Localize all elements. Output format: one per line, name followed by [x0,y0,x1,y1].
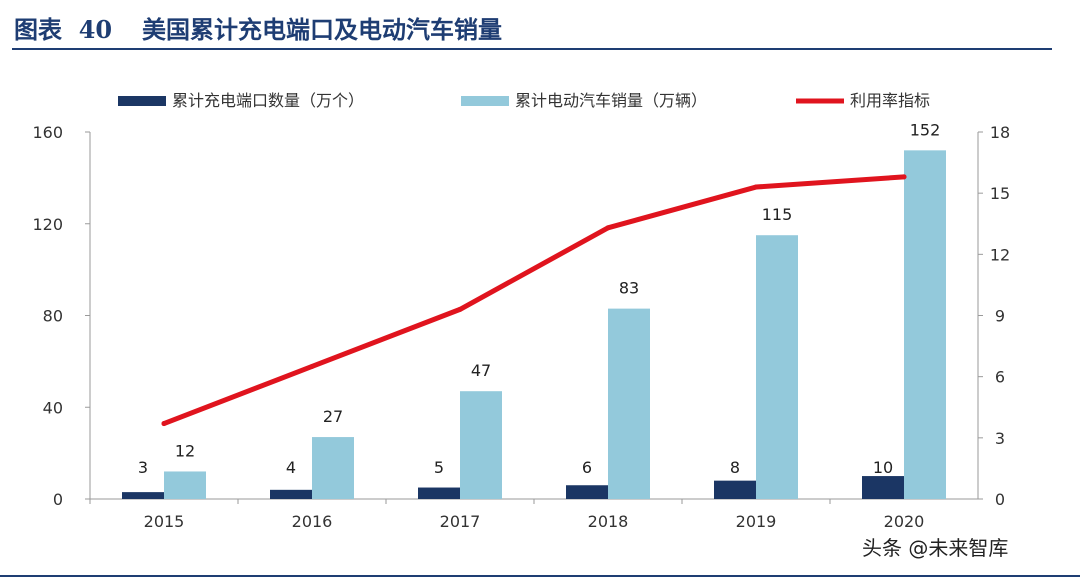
ports-bar-value-label: 6 [582,458,592,477]
figure-header: 图表 40 美国累计充电端口及电动汽车销量 [14,10,1054,50]
y-right-tick-label: 15 [990,184,1010,203]
ports-bar [122,492,164,499]
ports-bar [566,485,608,499]
x-tick-label: 2020 [884,512,925,531]
y-left-tick-label: 40 [43,398,63,417]
ports-bar-value-label: 4 [286,458,296,477]
y-right-tick-label: 18 [990,123,1010,142]
ports-bar-value-label: 3 [138,458,148,477]
sales-bar [312,437,354,499]
y-right-tick-label: 3 [995,429,1005,448]
sales-bar-value-label: 27 [323,407,343,426]
legend-label-ports: 累计充电端口数量（万个） [172,91,364,110]
footer-rule [0,575,1080,577]
x-tick-label: 2016 [292,512,333,531]
ports-bar-value-label: 10 [873,458,893,477]
sales-bar [164,471,206,499]
y-right-tick-label: 12 [990,245,1010,264]
legend-label-utilization: 利用率指标 [850,91,930,110]
x-tick-label: 2019 [736,512,777,531]
x-tick-label: 2018 [588,512,629,531]
utilization-point [161,421,167,427]
sales-bar [904,150,946,499]
sales-bar [756,235,798,499]
y-left-tick-label: 80 [43,307,63,326]
sales-bar [460,391,502,499]
ports-bar-value-label: 8 [730,458,740,477]
ports-bar-value-label: 5 [434,458,444,477]
ports-bar [270,489,312,499]
y-left-tick-label: 120 [32,215,63,234]
legend-swatch-sales [461,96,509,106]
ports-bar [714,480,756,499]
y-right-tick-label: 9 [995,307,1005,326]
utilization-line [161,174,907,427]
ports-bar [862,476,904,499]
y-left-tick-label: 0 [53,490,63,509]
x-tick-label: 2017 [440,512,481,531]
utilization-point [457,306,463,312]
sales-bar [608,308,650,499]
y-left-tick-label: 160 [32,123,63,142]
sales-bar-value-label: 152 [910,120,941,139]
sales-bar-value-label: 12 [175,441,195,460]
utilization-point [309,363,315,369]
y-right-tick-label: 0 [995,490,1005,509]
utilization-point [605,225,611,231]
utilization-point [901,174,907,180]
legend-swatch-ports [118,96,166,106]
utilization-point [753,184,759,190]
ports-bar [418,487,460,499]
figure-number: 图表 40 [14,15,113,44]
y-right-tick-label: 6 [995,368,1005,387]
sales-bar-value-label: 115 [762,205,793,224]
figure-title: 美国累计充电端口及电动汽车销量 [142,15,502,44]
x-tick-label: 2015 [144,512,185,531]
watermark: 头条 @未来智库 [862,536,1009,560]
sales-bar-value-label: 83 [619,279,639,298]
legend-label-sales: 累计电动汽车销量（万辆） [515,91,707,110]
sales-bar-value-label: 47 [471,361,491,380]
header-rule [12,48,1052,50]
